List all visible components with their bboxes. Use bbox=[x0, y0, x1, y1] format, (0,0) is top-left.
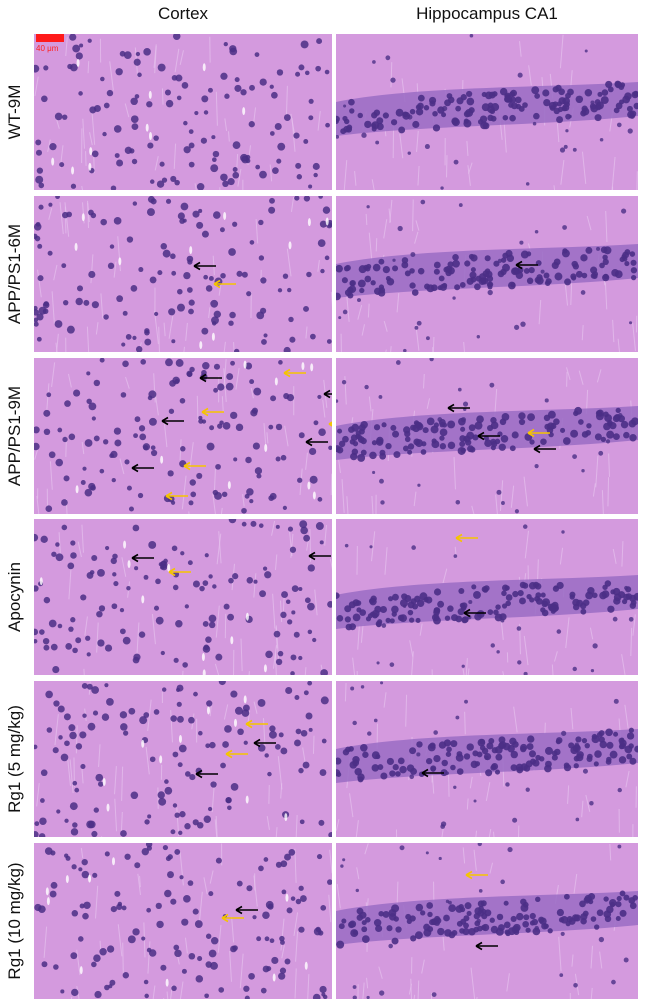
cortex-panel-1 bbox=[34, 196, 332, 352]
histology-image bbox=[34, 843, 332, 999]
row-label-text: APP/PS1-6M bbox=[5, 223, 24, 325]
black-arrow-icon bbox=[161, 416, 184, 426]
yellow-arrow-icon bbox=[221, 913, 244, 923]
yellow-arrow-icon bbox=[328, 421, 332, 427]
histology-image bbox=[34, 196, 332, 352]
cortex-panel-4 bbox=[34, 681, 332, 837]
pyramidal-layer bbox=[336, 891, 638, 945]
hippocampus-panel-0 bbox=[336, 34, 638, 190]
black-arrow-icon bbox=[305, 437, 328, 447]
black-arrow-icon bbox=[131, 553, 154, 563]
column-header-hippocampus: Hippocampus CA1 bbox=[416, 4, 558, 23]
histology-image bbox=[336, 519, 638, 675]
black-arrow-icon bbox=[475, 941, 498, 951]
yellow-arrow-icon bbox=[225, 749, 248, 759]
cortex-panel-3 bbox=[34, 519, 332, 675]
row-label-1: APP/PS1-6M bbox=[0, 196, 30, 352]
black-arrow-icon bbox=[131, 463, 154, 473]
black-arrow-icon bbox=[447, 403, 470, 413]
histology-image bbox=[34, 519, 332, 675]
yellow-arrow-icon bbox=[455, 533, 478, 543]
black-arrow-icon bbox=[323, 389, 332, 399]
row-label-5: Rg1 (10 mg/kg) bbox=[0, 843, 30, 999]
histology-image bbox=[34, 681, 332, 837]
row-label-0: WT-9M bbox=[0, 34, 30, 190]
yellow-arrow-icon bbox=[465, 870, 488, 880]
black-arrow-icon bbox=[235, 905, 258, 915]
black-arrow-icon bbox=[253, 738, 276, 748]
black-arrow-icon bbox=[199, 373, 222, 383]
hippocampus-panel-2 bbox=[336, 358, 638, 514]
cortex-panel-5 bbox=[34, 843, 332, 999]
yellow-arrow-icon bbox=[213, 279, 236, 289]
row-label-2: APP/PS1-9M bbox=[0, 358, 30, 514]
row-label-text: Rg1 (5 mg/kg) bbox=[5, 705, 24, 813]
pyramidal-layer bbox=[336, 575, 638, 629]
row-label-text: WT-9M bbox=[5, 84, 24, 140]
histology-image bbox=[336, 34, 638, 190]
cortex-panel-0 bbox=[34, 34, 332, 190]
yellow-arrow-icon bbox=[283, 368, 306, 378]
black-arrow-icon bbox=[308, 551, 331, 561]
row-label-text: Apocynin bbox=[5, 562, 24, 632]
yellow-arrow-icon bbox=[245, 719, 268, 729]
histology-image bbox=[336, 681, 638, 837]
black-arrow-icon bbox=[193, 261, 216, 271]
black-arrow-icon bbox=[533, 444, 556, 454]
histology-image bbox=[34, 358, 332, 514]
yellow-arrow-icon bbox=[165, 491, 188, 501]
black-arrow-icon bbox=[463, 608, 486, 618]
column-header-cortex: Cortex bbox=[157, 4, 209, 23]
histology-image bbox=[336, 843, 638, 999]
black-arrow-icon bbox=[421, 768, 444, 778]
hippocampus-panel-4 bbox=[336, 681, 638, 837]
histology-image bbox=[34, 34, 332, 190]
hippocampus-panel-5 bbox=[336, 843, 638, 999]
yellow-arrow-icon bbox=[183, 461, 206, 471]
row-label-3: Apocynin bbox=[0, 519, 30, 675]
row-label-4: Rg1 (5 mg/kg) bbox=[0, 681, 30, 837]
row-label-text: Rg1 (10 mg/kg) bbox=[5, 862, 24, 980]
histology-image bbox=[336, 358, 638, 514]
histology-image bbox=[336, 196, 638, 352]
yellow-arrow-icon bbox=[168, 567, 191, 577]
hippocampus-panel-1 bbox=[336, 196, 638, 352]
scale-bar bbox=[36, 34, 64, 42]
hippocampus-panel-3 bbox=[336, 519, 638, 675]
scale-bar-label: 40 μm bbox=[36, 44, 59, 53]
row-label-text: APP/PS1-9M bbox=[5, 385, 24, 487]
yellow-arrow-icon bbox=[201, 407, 224, 417]
black-arrow-icon bbox=[195, 769, 218, 779]
yellow-arrow-icon bbox=[527, 428, 550, 438]
black-arrow-icon bbox=[515, 260, 538, 270]
black-arrow-icon bbox=[477, 431, 500, 441]
cortex-panel-2 bbox=[34, 358, 332, 514]
